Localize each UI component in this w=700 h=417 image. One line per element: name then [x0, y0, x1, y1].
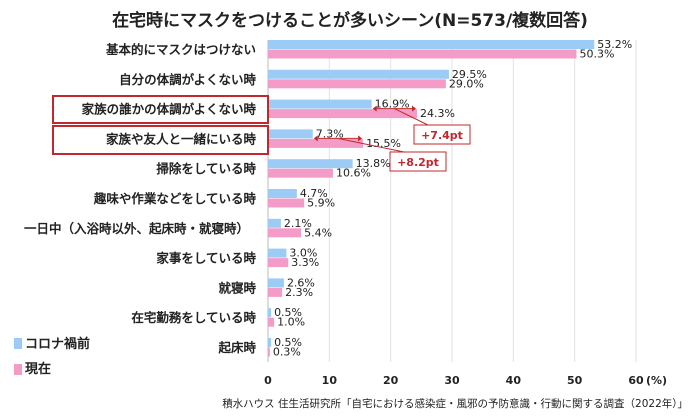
bar-now: [268, 49, 577, 59]
bar-now: [268, 258, 289, 268]
difference-callout-box: [413, 124, 471, 145]
bar-before: [268, 69, 449, 79]
value-label: 3.0%: [289, 247, 317, 260]
bar-now: [268, 228, 302, 238]
source-note: 積水ハウス 住生活研究所「自宅における感染症・風邪の予防意識・行動に関する調査（…: [222, 397, 688, 410]
x-tick-label: 0: [264, 374, 272, 387]
x-tick-label: 30: [444, 374, 460, 387]
category-label: 就寝時: [218, 280, 256, 295]
bar-before: [268, 159, 353, 169]
callout-line: [394, 108, 429, 126]
category-label: 掃除をしている時: [156, 161, 256, 176]
value-label: 50.3%: [580, 48, 615, 61]
category-label: 趣味や作業などをしている時: [93, 191, 257, 206]
value-label: 5.4%: [304, 226, 332, 239]
bar-before: [268, 99, 372, 109]
x-unit-label: (%): [646, 374, 667, 387]
x-tick-label: 40: [506, 374, 522, 387]
highlight-box-2: [52, 125, 269, 155]
x-tick-label: 10: [322, 374, 338, 387]
bar-now: [268, 317, 275, 327]
value-label: 16.9%: [375, 98, 410, 111]
bar-now: [268, 168, 334, 178]
category-label: 基本的にマスクはつけない: [105, 42, 256, 57]
bar-now: [268, 138, 364, 148]
bar-before: [268, 308, 272, 318]
value-label: 2.6%: [287, 276, 315, 289]
bar-now: [268, 109, 418, 119]
value-label: 1.0%: [277, 316, 305, 329]
value-label: 24.3%: [420, 107, 455, 120]
bar-before: [268, 129, 313, 139]
bar-now: [268, 198, 305, 208]
category-label: 自分の体調がよくない時: [119, 72, 256, 87]
bar-before: [268, 40, 595, 49]
bar-now: [268, 347, 270, 357]
value-label: 0.5%: [274, 306, 302, 319]
bar-now: [268, 287, 283, 297]
value-label: 29.5%: [452, 68, 487, 81]
legend-swatch-now: [14, 364, 22, 375]
legend-label-now: 現在: [25, 361, 51, 377]
value-label: 13.8%: [356, 157, 391, 170]
bar-before: [268, 189, 297, 198]
bar-before: [268, 248, 287, 258]
category-label: 家族の誰かの体調がよくない時: [82, 102, 257, 117]
bar-now: [268, 79, 446, 89]
legend-swatch-before: [14, 338, 22, 349]
category-label: 在宅勤務をしている時: [131, 310, 256, 325]
x-tick-label: 50: [567, 374, 583, 387]
bar-before: [268, 278, 284, 288]
bar-before: [268, 338, 272, 347]
value-label: 0.3%: [273, 346, 301, 359]
chart-title: 在宅時にマスクをつけることが多いシーン(N=573/複数回答): [112, 10, 588, 31]
value-label: 53.2%: [597, 38, 632, 51]
value-label: 7.3%: [316, 127, 344, 140]
value-label: 3.3%: [291, 256, 319, 269]
bar-before: [268, 218, 281, 228]
value-label: 2.1%: [284, 217, 312, 230]
category-label: 家族や友人と一緒にいる時: [106, 131, 257, 146]
category-label: 起床時: [217, 340, 256, 355]
value-label: 15.5%: [366, 137, 401, 150]
value-label: 29.0%: [449, 77, 484, 90]
value-label: 2.3%: [285, 286, 313, 299]
highlight-box-1: [52, 95, 269, 124]
value-label: 0.5%: [274, 336, 302, 349]
difference-callout-text: +8.2pt: [397, 156, 439, 169]
x-tick-label: 60: [628, 374, 644, 387]
value-label: 10.6%: [336, 167, 371, 180]
difference-callout-text: +7.4pt: [421, 129, 463, 142]
callout-line: [337, 137, 405, 153]
legend-label-before: コロナ禍前: [25, 336, 90, 352]
category-label: 家事をしている時: [156, 251, 256, 266]
value-label: 4.7%: [300, 187, 328, 200]
value-label: 5.9%: [307, 197, 335, 210]
difference-callout-box: [389, 151, 447, 172]
x-tick-label: 20: [383, 374, 399, 387]
category-label: 一日中（入浴時以外、起床時・就寝時）: [24, 221, 249, 236]
